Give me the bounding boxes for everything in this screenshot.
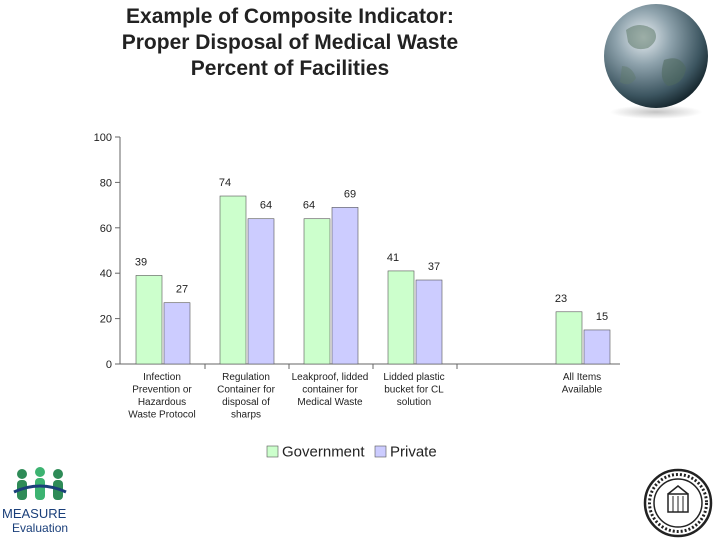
chart-title: Example of Composite Indicator: Proper D… bbox=[70, 4, 510, 82]
bar-private-2 bbox=[331, 207, 359, 365]
y-tick-label: 100 bbox=[94, 132, 112, 144]
bar-government-2 bbox=[303, 218, 331, 365]
x-category-label: Lidded plastic bucket for CL solution bbox=[383, 372, 444, 408]
data-label: 64 bbox=[260, 200, 272, 212]
legend-label-private: Private bbox=[390, 444, 437, 461]
chart-legend: Government Private bbox=[266, 444, 437, 461]
bar-government-0 bbox=[135, 275, 163, 365]
data-label: 69 bbox=[344, 188, 356, 200]
bar-private-4 bbox=[583, 329, 611, 365]
title-line-1: Example of Composite Indicator: bbox=[126, 5, 454, 28]
chart-category-labels: Infection Prevention or Hazardous Waste Pro… bbox=[128, 372, 602, 421]
logo-brand-text: MEASURE bbox=[2, 506, 67, 521]
data-label: 15 bbox=[596, 311, 608, 323]
data-label: 37 bbox=[428, 261, 440, 273]
bar-private-1 bbox=[247, 218, 275, 365]
legend-swatch-private bbox=[374, 445, 387, 458]
data-label: 41 bbox=[387, 252, 399, 264]
x-category-label: Regulation Container for disposal of sharps bbox=[217, 372, 275, 421]
chart-axes: 0 20 40 60 80 100 bbox=[94, 132, 620, 371]
x-category-label: Leakproof, lidded container for Medical Wa… bbox=[292, 372, 369, 408]
logo-sub-text: Evaluation bbox=[12, 521, 69, 535]
y-tick-label: 0 bbox=[106, 359, 112, 371]
title-line-3: Percent of Facilities bbox=[190, 57, 390, 80]
data-label: 27 bbox=[176, 284, 188, 296]
measure-evaluation-logo: MEASURE Evaluation bbox=[2, 466, 78, 538]
data-label: 23 bbox=[555, 293, 567, 305]
university-seal-icon bbox=[643, 468, 713, 538]
y-tick-label: 60 bbox=[100, 223, 112, 235]
data-label: 64 bbox=[303, 200, 315, 212]
bar-government-4 bbox=[555, 311, 583, 365]
y-tick-label: 80 bbox=[100, 177, 112, 189]
y-tick-label: 40 bbox=[100, 268, 112, 280]
chart-bars bbox=[135, 195, 611, 365]
legend-label-government: Government bbox=[282, 444, 365, 461]
globe-icon bbox=[604, 4, 708, 119]
legend-swatch-government bbox=[266, 445, 279, 458]
x-category-label: All Items Available bbox=[562, 372, 603, 396]
bar-private-0 bbox=[163, 302, 191, 365]
people-icon bbox=[13, 467, 67, 500]
data-label: 39 bbox=[135, 256, 147, 268]
bar-private-3 bbox=[415, 279, 443, 365]
data-label: 74 bbox=[219, 177, 231, 189]
title-line-2: Proper Disposal of Medical Waste bbox=[121, 31, 459, 54]
y-tick-label: 20 bbox=[100, 314, 112, 326]
bar-government-3 bbox=[387, 270, 415, 365]
bar-government-1 bbox=[219, 195, 247, 365]
x-category-label: Infection Prevention or Hazardous Waste Pro… bbox=[128, 372, 195, 421]
chart-value-labels: 39 74 64 41 23 27 64 69 37 15 bbox=[135, 177, 608, 323]
